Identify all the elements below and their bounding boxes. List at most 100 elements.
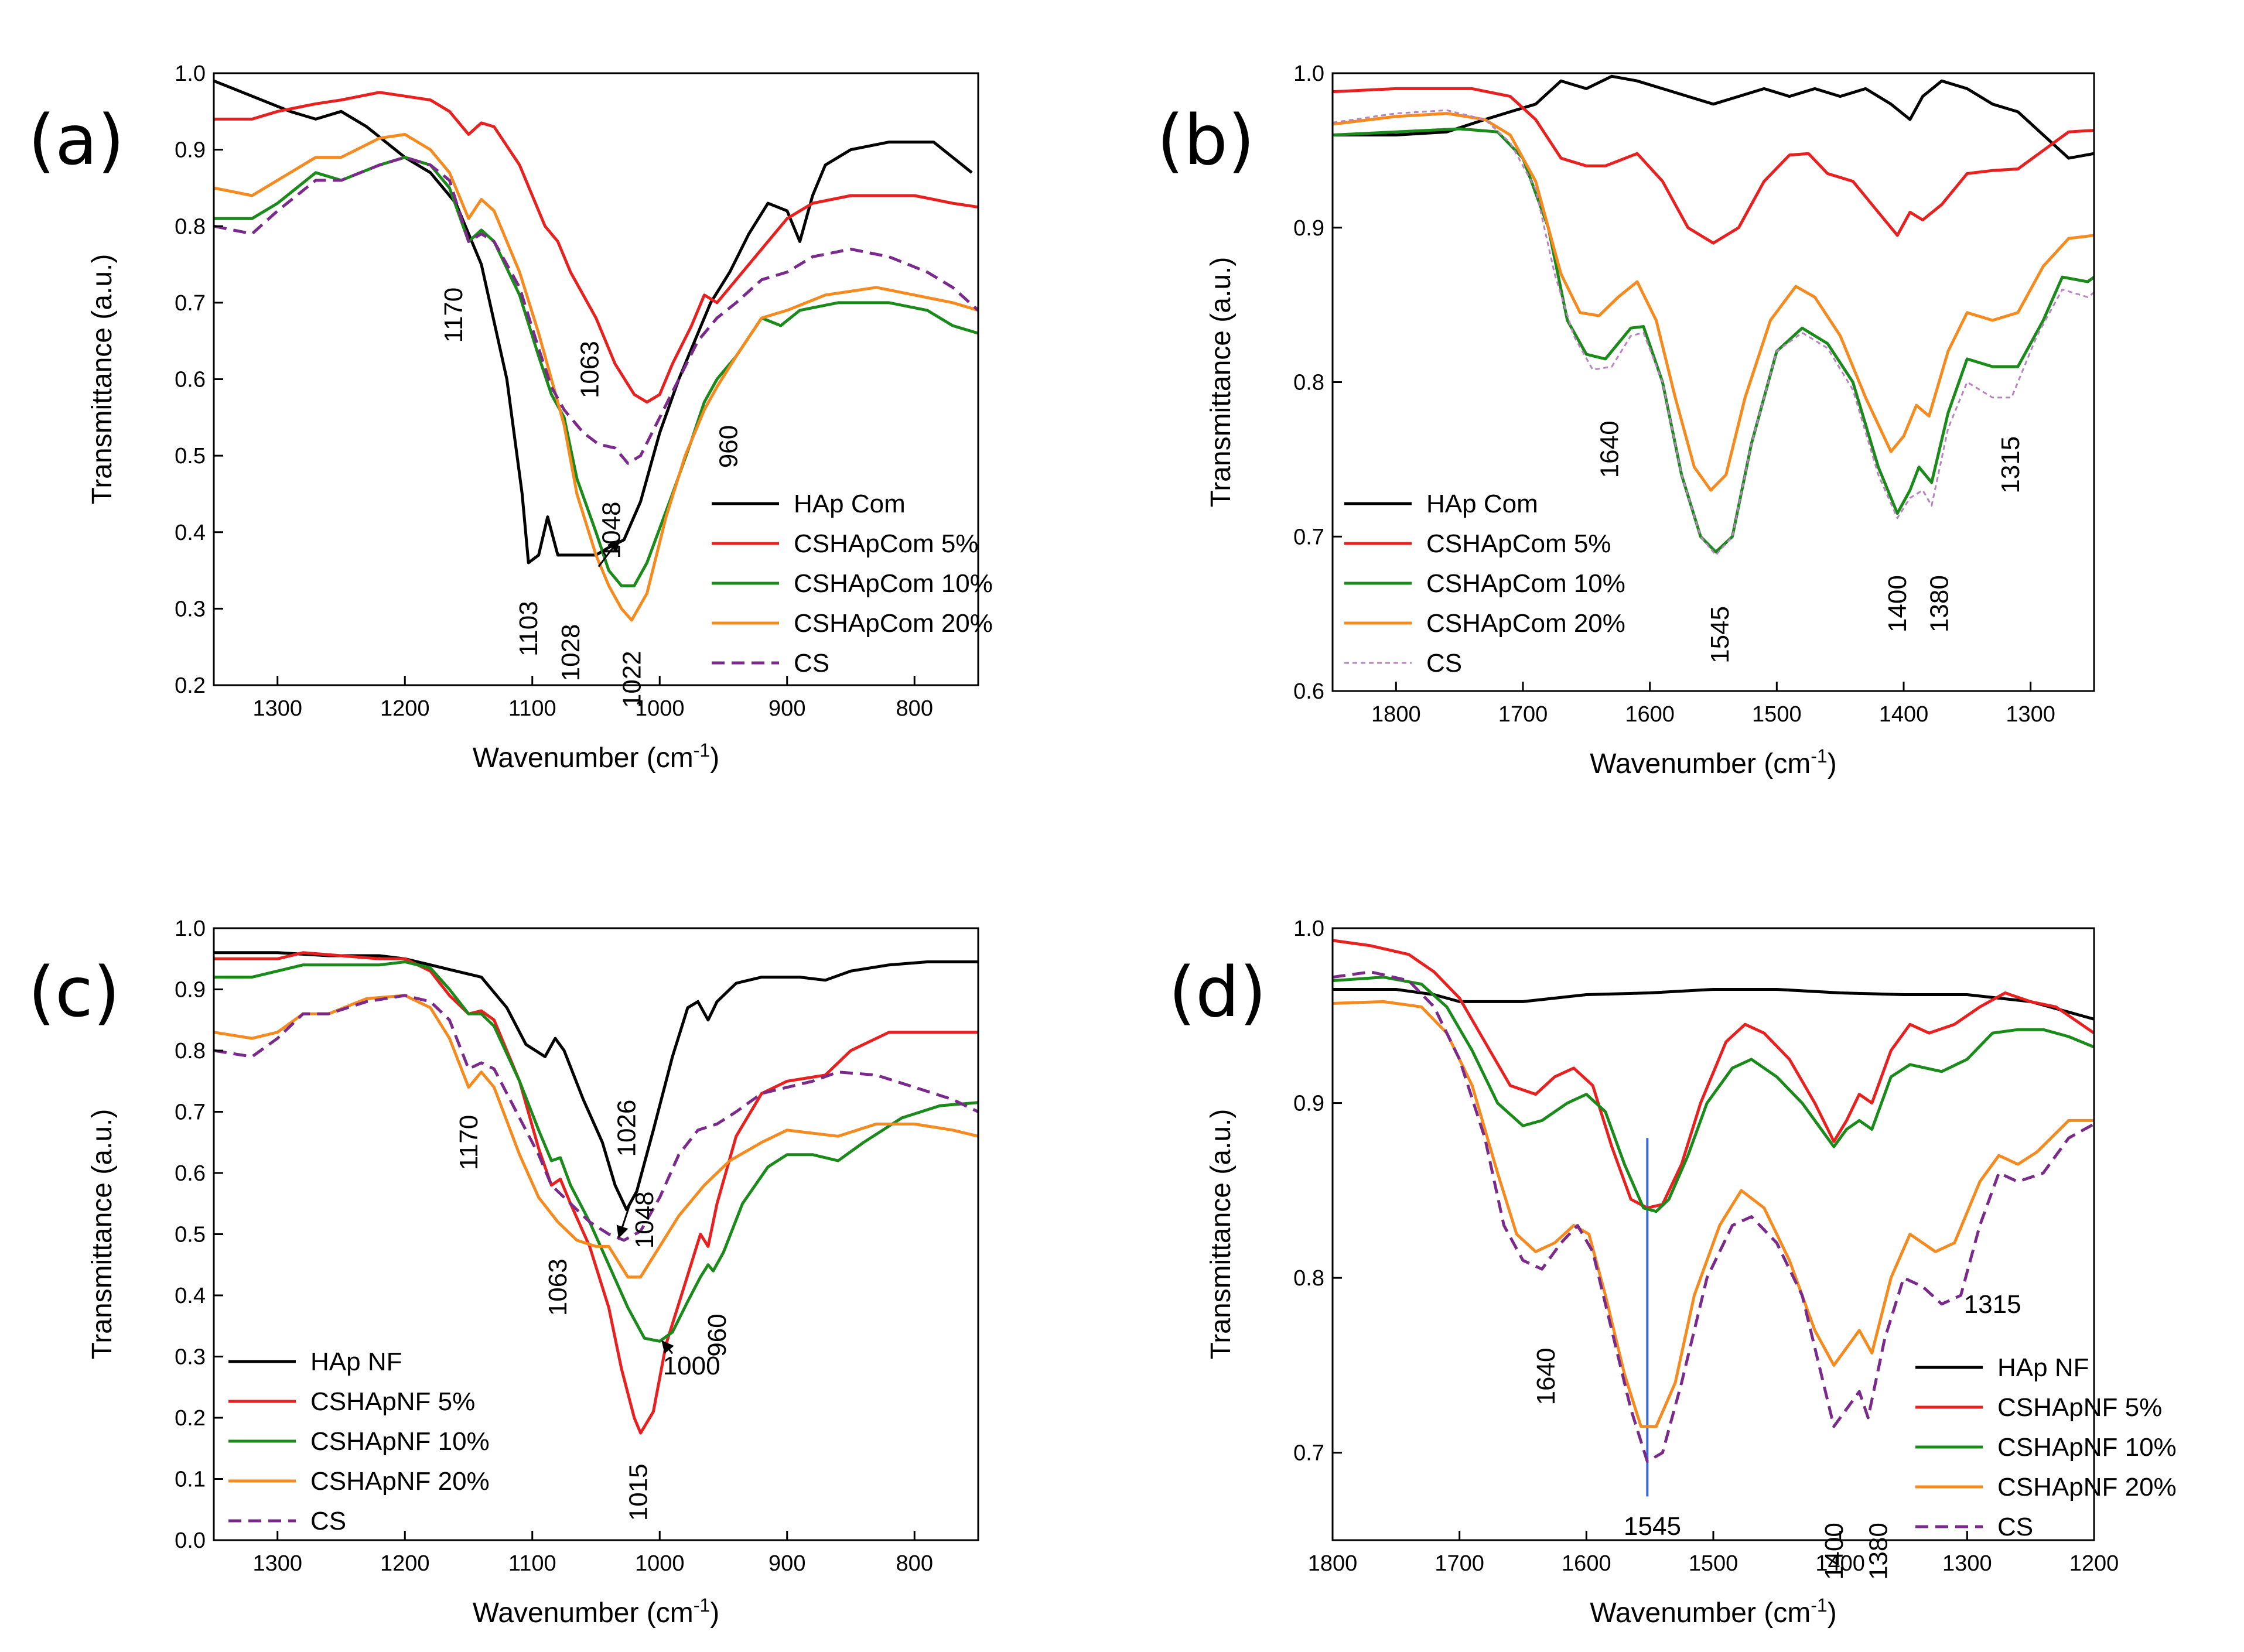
series-line-4 bbox=[214, 994, 978, 1242]
x-tick-label: 1200 bbox=[380, 696, 430, 721]
legend-label: HAp NF bbox=[1997, 1353, 2089, 1382]
series-group bbox=[214, 79, 978, 622]
y-tick-label: 0.1 bbox=[175, 1468, 206, 1492]
peak-annotation: 1640 bbox=[1532, 1348, 1560, 1405]
legend: HAp Com CSHApCom 5% CSHApCom 10% CSHApCom 2… bbox=[1344, 490, 1625, 678]
y-tick-label: 0.9 bbox=[175, 978, 206, 1003]
legend: HAp NF CSHApNF 5% CSHApNF 10% CSHApNF 20% CS bbox=[228, 1347, 490, 1535]
series-line-0 bbox=[1333, 74, 2094, 160]
series-line-3 bbox=[1333, 112, 2094, 492]
series-group bbox=[214, 951, 978, 1435]
x-tick-label: 1400 bbox=[1815, 1551, 1865, 1576]
chart-panel-1: (b) 1800 1700 1600 1500 1400 1300 0.6 0.7 0.8 0.9 1… bbox=[1157, 61, 2095, 779]
legend-label: CSHApNF 5% bbox=[310, 1387, 475, 1416]
peak-annotation: 1063 bbox=[576, 341, 604, 398]
peak-annotation: 1170 bbox=[439, 288, 468, 343]
legend-label: CSHApNF 20% bbox=[310, 1467, 490, 1496]
peak-annotation: 1400 bbox=[1883, 575, 1912, 632]
legend-label: CSHApNF 10% bbox=[310, 1427, 490, 1456]
x-tick-label: 1500 bbox=[1689, 1551, 1738, 1576]
y-tick-label: 0.8 bbox=[1293, 1266, 1324, 1291]
peak-annotation: 1380 bbox=[1864, 1523, 1893, 1580]
y-tick-label: 0.9 bbox=[1293, 1092, 1324, 1116]
x-axis-title: Wavenumber (cm-1) bbox=[1590, 1595, 1836, 1629]
x-tick-label: 1600 bbox=[1625, 702, 1675, 727]
legend-label: CS bbox=[310, 1507, 346, 1535]
x-tick-label: 1800 bbox=[1308, 1551, 1358, 1576]
series-line-0 bbox=[214, 951, 978, 1212]
peak-annotation: 1022 bbox=[617, 651, 646, 708]
x-tick-label: 800 bbox=[896, 1551, 933, 1576]
x-tick-label: 900 bbox=[769, 1551, 805, 1576]
peak-annotation: 1315 bbox=[1996, 436, 2025, 494]
y-tick-label: 1.0 bbox=[1293, 61, 1324, 86]
x-axis-title: Wavenumber (cm-1) bbox=[473, 740, 719, 774]
y-tick-label: 1.0 bbox=[175, 916, 206, 941]
x-tick-label: 1500 bbox=[1752, 702, 1802, 727]
peak-annotation: 1000 bbox=[663, 1352, 720, 1380]
series-line-2 bbox=[1333, 976, 2094, 1213]
x-tick-label: 1300 bbox=[2006, 702, 2055, 727]
panel-label: (c) bbox=[28, 952, 120, 1032]
peak-annotation: 1315 bbox=[1964, 1290, 2021, 1319]
y-tick-label: 0.7 bbox=[1293, 1441, 1324, 1466]
x-tick-label: 1400 bbox=[1879, 702, 1929, 727]
y-tick-label: 0.9 bbox=[1293, 216, 1324, 241]
y-axis-title: Transmittance (a.u.) bbox=[1205, 257, 1237, 508]
series-line-4 bbox=[1333, 970, 2094, 1463]
peak-annotation: 960 bbox=[715, 425, 743, 468]
x-tick-label: 1100 bbox=[508, 1551, 556, 1576]
peak-annotation: 1400 bbox=[1820, 1523, 1849, 1580]
peak-annotation: 1545 bbox=[1706, 606, 1734, 663]
panel-label: (a) bbox=[28, 100, 124, 180]
y-tick-label: 0.0 bbox=[175, 1528, 206, 1553]
legend-label: HAp Com bbox=[794, 490, 906, 518]
peak-annotation: 1380 bbox=[1925, 575, 1954, 632]
x-tick-label: 900 bbox=[769, 696, 805, 721]
y-tick-label: 0.4 bbox=[175, 1284, 206, 1308]
x-tick-label: 1000 bbox=[635, 696, 685, 721]
chart-panel-3: (d) 1800 1700 1600 1500 1400 1300 1200 0.7 0.8 0.9… bbox=[1169, 916, 2177, 1629]
y-axis-title: Transmittance (a.u.) bbox=[1205, 1109, 1237, 1360]
annotation-arrow bbox=[661, 1340, 674, 1355]
legend-label: HAp Com bbox=[1426, 490, 1538, 518]
peak-annotation: 1170 bbox=[455, 1115, 483, 1171]
peak-annotation: 1015 bbox=[624, 1463, 653, 1521]
x-tick-label: 800 bbox=[896, 696, 933, 721]
y-tick-label: 0.4 bbox=[175, 521, 206, 545]
y-tick-label: 1.0 bbox=[1293, 916, 1324, 941]
peak-annotation: 1545 bbox=[1624, 1512, 1681, 1541]
y-tick-label: 0.8 bbox=[175, 1039, 206, 1063]
legend-label: CSHApCom 5% bbox=[794, 529, 978, 558]
legend: HAp NF CSHApNF 5% CSHApNF 10% CSHApNF 20% CS bbox=[1915, 1353, 2177, 1541]
x-tick-label: 1700 bbox=[1434, 1551, 1484, 1576]
annotation-arrow bbox=[616, 1206, 630, 1239]
legend-label: HAp NF bbox=[310, 1347, 402, 1376]
series-line-3 bbox=[1333, 1000, 2094, 1428]
y-tick-label: 0.3 bbox=[175, 1345, 206, 1370]
series-group bbox=[1333, 74, 2094, 556]
series-line-4 bbox=[1333, 109, 2094, 556]
y-tick-label: 1.0 bbox=[175, 61, 206, 86]
peak-annotation: 1640 bbox=[1595, 420, 1624, 478]
series-line-1 bbox=[1333, 87, 2094, 245]
y-tick-label: 0.8 bbox=[175, 214, 206, 239]
legend-label: CSHApCom 20% bbox=[1426, 609, 1625, 638]
panel-label: (d) bbox=[1169, 952, 1266, 1032]
x-tick-label: 1300 bbox=[252, 696, 302, 721]
series-line-0 bbox=[214, 79, 973, 565]
peak-annotation: 1063 bbox=[544, 1258, 572, 1316]
y-tick-label: 0.5 bbox=[175, 1223, 206, 1247]
x-tick-label: 1600 bbox=[1562, 1551, 1611, 1576]
annotation-arrow bbox=[597, 539, 620, 567]
legend-label: CS bbox=[794, 649, 829, 678]
y-tick-label: 0.8 bbox=[1293, 371, 1324, 395]
x-axis-title: Wavenumber (cm-1) bbox=[473, 1595, 719, 1629]
legend-label: CSHApCom 5% bbox=[1426, 529, 1611, 558]
y-tick-label: 0.9 bbox=[175, 138, 206, 163]
x-tick-label: 1000 bbox=[635, 1551, 685, 1576]
x-tick-label: 1200 bbox=[2069, 1551, 2119, 1576]
legend-label: CSHApNF 10% bbox=[1997, 1433, 2177, 1462]
series-line-3 bbox=[214, 133, 978, 622]
